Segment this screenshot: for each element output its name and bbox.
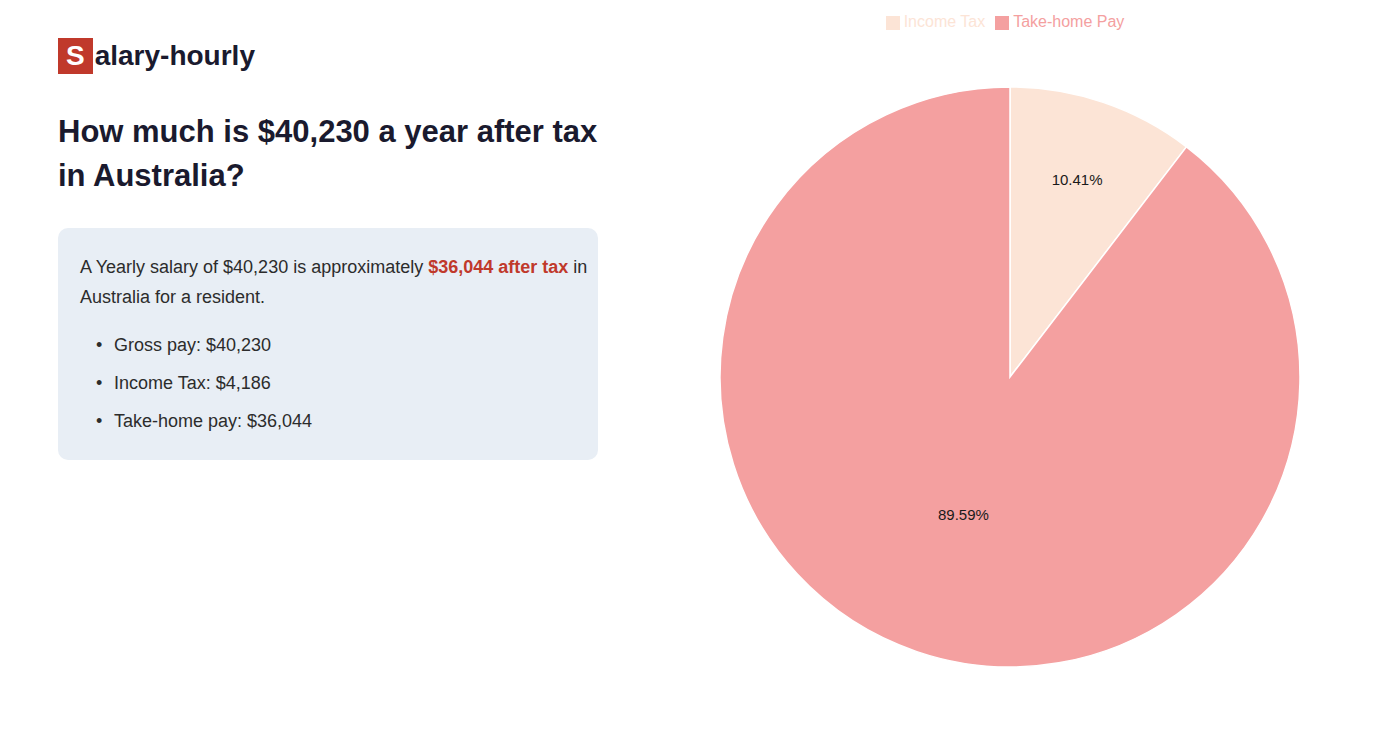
html-text:Income Tax: Income Tax	[903, 13, 986, 30]
html-text:Income Tax: $4,186: Income Tax: $4,186	[114, 373, 271, 393]
html-text:Take-home pay: $36,044: Take-home pay: $36,044	[114, 411, 313, 431]
svg-text:10.41%: 10.41%	[1052, 171, 1103, 188]
html-text:Take-home Pay: Take-home Pay	[1013, 13, 1125, 30]
html-text:How much is $40,230 a year aft: How much is $40,230 a year after tax in …	[58, 114, 598, 193]
html-text:Gross pay: $40,230: Gross pay: $40,230	[114, 335, 272, 355]
html-text:S alary-hourly: S alary-hourly	[66, 40, 255, 71]
html-text:Australia for a resident.: Australia for a resident.	[80, 287, 266, 307]
html-text:A Yearly salary of $40,230 is: A Yearly salary of $40,230 is approximat…	[80, 257, 588, 277]
svg-text:89.59%: 89.59%	[938, 506, 989, 523]
